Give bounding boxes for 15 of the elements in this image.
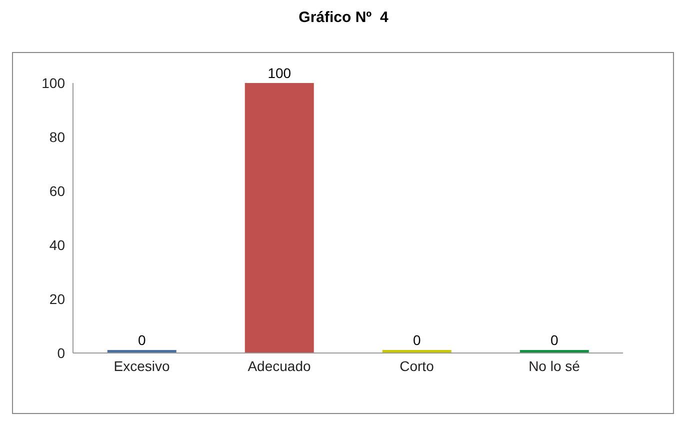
data-label: 0 [412,332,421,348]
data-label: 0 [550,332,558,348]
y-tick-label: 0 [57,344,66,361]
data-label: 0 [138,332,146,348]
x-tick-label: Excesivo [114,358,170,374]
y-tick-label: 40 [49,236,66,253]
x-tick-label: Adecuado [248,358,311,374]
y-tick-label: 100 [42,74,66,91]
data-label: 100 [268,65,292,81]
y-tick-label: 60 [49,182,66,199]
y-tick-label: 20 [49,290,66,307]
x-tick-label: No lo sé [528,358,580,374]
chart-title: Gráfico Nº 4 [298,8,390,28]
y-tick-label: 80 [49,128,66,145]
x-tick-label: Corto [400,358,434,374]
